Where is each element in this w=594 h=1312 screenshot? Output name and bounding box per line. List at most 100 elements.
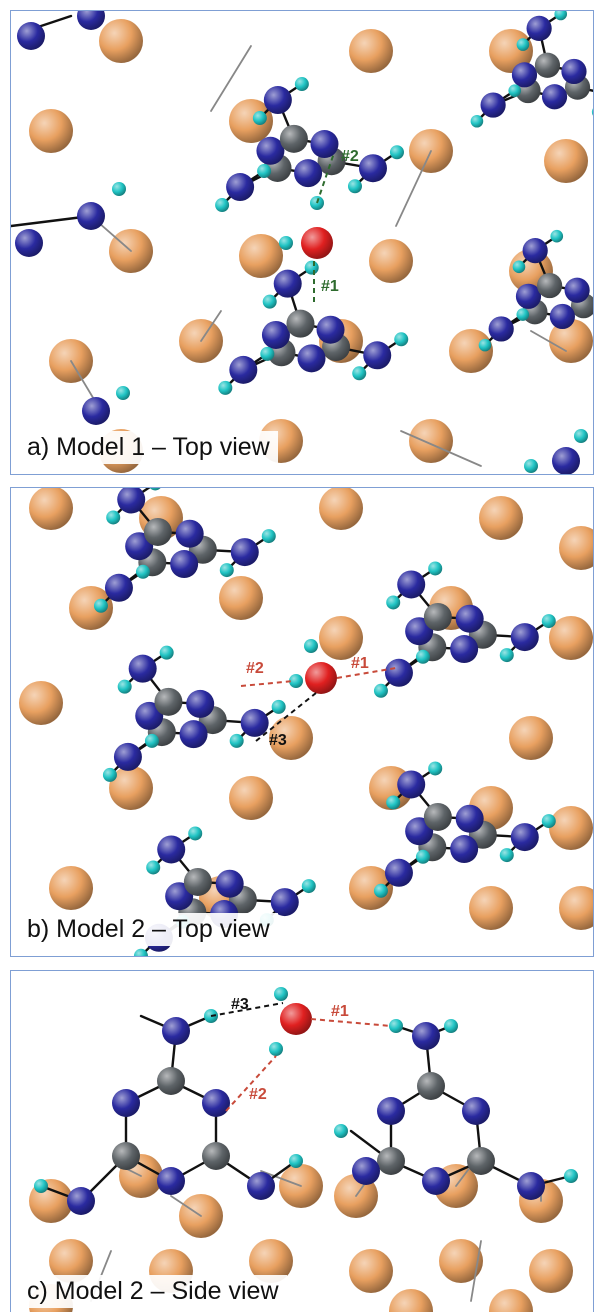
carbon-atom bbox=[143, 517, 172, 546]
nitrogen-atom bbox=[112, 1089, 140, 1117]
nitrogen-atom bbox=[247, 1172, 275, 1200]
hydrogen-atom bbox=[269, 1042, 283, 1056]
copper-atom bbox=[219, 576, 263, 620]
nitrogen-atom bbox=[515, 283, 542, 309]
hydrogen-atom bbox=[470, 114, 484, 128]
oxygen-atom bbox=[280, 1003, 312, 1035]
nitrogen-atom bbox=[294, 159, 323, 188]
hydrogen-atom bbox=[34, 1179, 48, 1193]
hydrogen-atom bbox=[444, 1019, 458, 1033]
hydrogen-atom bbox=[262, 294, 277, 309]
hydrogen-atom bbox=[352, 366, 367, 381]
hydrogen-atom bbox=[516, 308, 530, 321]
nitrogen-atom bbox=[170, 550, 199, 579]
carbon-atom bbox=[112, 1142, 140, 1170]
bond bbox=[455, 1165, 472, 1187]
copper-atom bbox=[69, 586, 113, 630]
hydrogen-atom bbox=[428, 561, 443, 576]
copper-atom bbox=[29, 488, 73, 530]
bond bbox=[470, 1240, 482, 1302]
carbon-atom bbox=[423, 602, 452, 631]
copper-atom bbox=[369, 239, 413, 283]
nitrogen-atom bbox=[230, 538, 259, 567]
carbon-atom bbox=[154, 687, 183, 716]
hbond-label: #2 bbox=[249, 1086, 267, 1103]
copper-atom bbox=[469, 886, 513, 930]
molecular-diagram: #2 #1 #3 bbox=[19, 488, 593, 956]
bond bbox=[210, 45, 252, 112]
copper-atom bbox=[544, 139, 588, 183]
copper-atom bbox=[529, 1249, 573, 1293]
panel-model1-top: #2 #1 a) Model 1 – Top view bbox=[10, 10, 594, 475]
nitrogen-atom bbox=[67, 1187, 95, 1215]
hydrogen-atom bbox=[389, 1019, 403, 1033]
carbon-atom bbox=[286, 309, 315, 338]
nitrogen-atom bbox=[522, 238, 548, 264]
nitrogen-atom bbox=[226, 173, 255, 202]
nitrogen-atom bbox=[384, 858, 413, 887]
hydrogen-atom bbox=[499, 648, 514, 663]
nitrogen-atom bbox=[422, 1167, 450, 1195]
nitrogen-atom bbox=[358, 154, 387, 183]
copper-atom bbox=[549, 616, 593, 660]
nitrogen-atom bbox=[104, 573, 133, 602]
hydrogen-atom bbox=[102, 767, 117, 782]
hydrogen-atom bbox=[146, 860, 161, 875]
hydrogen-atom bbox=[218, 380, 233, 395]
hbond-label: #1 bbox=[331, 1003, 349, 1020]
nitrogen-atom bbox=[397, 570, 426, 599]
carbon-atom bbox=[183, 867, 212, 896]
carbon-atom bbox=[534, 52, 561, 78]
hydrogen-bond bbox=[225, 1055, 277, 1112]
nitrogen-atom bbox=[256, 136, 285, 165]
hydrogen-atom bbox=[516, 38, 530, 51]
copper-atom bbox=[389, 1289, 433, 1312]
nitrogen-atom bbox=[77, 11, 105, 30]
hydrogen-bond bbox=[240, 680, 295, 687]
nitrogen-atom bbox=[297, 344, 326, 373]
hydrogen-atom bbox=[415, 849, 430, 864]
nitrogen-atom bbox=[552, 447, 580, 474]
copper-atom bbox=[229, 99, 273, 143]
nitrogen-atom bbox=[397, 770, 426, 799]
hydrogen-atom bbox=[524, 459, 538, 473]
hydrogen-atom bbox=[274, 987, 288, 1001]
hydrogen-atom bbox=[373, 883, 388, 898]
hydrogen-atom bbox=[289, 674, 303, 688]
hydrogen-atom bbox=[149, 488, 161, 491]
nitrogen-atom bbox=[377, 1097, 405, 1125]
copper-atom bbox=[49, 866, 93, 910]
nitrogen-atom bbox=[179, 720, 208, 749]
nitrogen-atom bbox=[162, 1017, 190, 1045]
nitrogen-atom bbox=[561, 58, 587, 85]
hbond-label: #1 bbox=[321, 278, 339, 295]
nitrogen-atom bbox=[135, 701, 164, 730]
hydrogen-atom bbox=[415, 649, 430, 664]
copper-atom bbox=[559, 526, 593, 570]
copper-atom bbox=[229, 776, 273, 820]
hydrogen-atom bbox=[261, 529, 276, 544]
nitrogen-atom bbox=[263, 86, 292, 115]
copper-atom bbox=[489, 1289, 533, 1312]
carbon-atom bbox=[202, 1142, 230, 1170]
hydrogen-atom bbox=[564, 1169, 578, 1183]
hydrogen-atom bbox=[512, 260, 526, 274]
nitrogen-atom bbox=[310, 130, 339, 159]
nitrogen-atom bbox=[261, 320, 290, 349]
nitrogen-atom bbox=[17, 22, 45, 50]
hydrogen-atom bbox=[294, 77, 309, 92]
copper-atom bbox=[409, 419, 453, 463]
nitrogen-atom bbox=[175, 519, 204, 548]
hydrogen-atom bbox=[279, 236, 293, 250]
nitrogen-atom bbox=[316, 315, 345, 344]
hydrogen-bond bbox=[310, 1018, 392, 1027]
nitrogen-atom bbox=[517, 1172, 545, 1200]
copper-atom bbox=[19, 681, 63, 725]
hydrogen-atom bbox=[93, 598, 108, 613]
hydrogen-atom bbox=[106, 510, 121, 525]
molecular-diagram: #2 #1 bbox=[11, 11, 593, 474]
copper-atom bbox=[349, 1249, 393, 1293]
hbond-label: #2 bbox=[341, 148, 359, 165]
copper-atom bbox=[559, 886, 593, 930]
hydrogen-atom bbox=[386, 595, 401, 610]
